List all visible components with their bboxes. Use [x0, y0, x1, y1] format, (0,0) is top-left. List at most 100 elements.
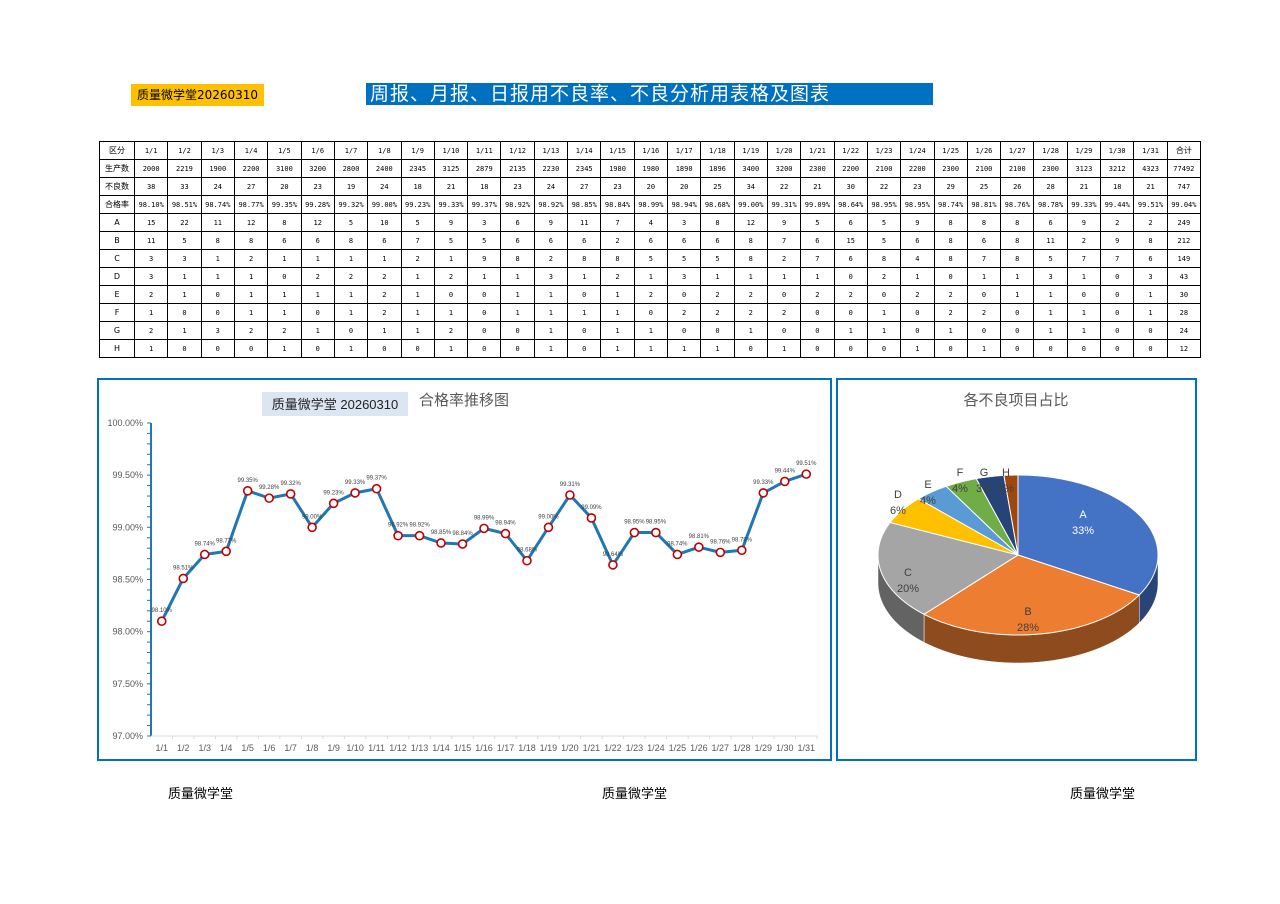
table-cell: 1 — [567, 267, 602, 286]
x-tick-label: 1/30 — [776, 743, 794, 753]
table-cell: 1 — [700, 267, 735, 286]
table-cell: 2000 — [133, 159, 169, 178]
table-cell: 98.74% — [933, 195, 968, 214]
data-point-marker — [414, 530, 425, 541]
table-cell: 0 — [233, 339, 269, 358]
table-cell: 1/20 — [766, 141, 802, 160]
table-header-row: 区分 1/1 1/2 1/3 1/4 1/5 1/6 1/7 1/8 1/9 1/10 1/11 1/1… — [99, 141, 1202, 160]
table-cell: 1 — [1033, 303, 1068, 322]
pie-label: F — [957, 467, 964, 479]
table-cell: 3100 — [267, 159, 302, 178]
table-cell: 5 — [633, 249, 669, 268]
table-cell: 5 — [866, 213, 902, 232]
table-cell: 38 — [133, 177, 169, 196]
table-cell: 6 — [800, 231, 835, 250]
table-cell: 2 — [933, 285, 968, 304]
table-cell: 1 — [167, 285, 202, 304]
table-cell: 1 — [533, 285, 569, 304]
table-cell: 6 — [267, 231, 302, 250]
table-cell: 1/31 — [1133, 141, 1168, 160]
table-cell: 747 — [1166, 177, 1202, 196]
x-tick-label: 1/6 — [263, 743, 276, 753]
x-tick-label: 1/23 — [626, 743, 644, 753]
x-tick-label: 1/29 — [755, 743, 773, 753]
table-cell: 1/3 — [200, 141, 235, 160]
x-tick-label: 1/12 — [389, 743, 407, 753]
table-cell: 0 — [900, 321, 935, 340]
table-cell: 1 — [500, 267, 535, 286]
table-cell: 1 — [1066, 321, 1102, 340]
table-cell: 1 — [267, 285, 302, 304]
table-cell: 0 — [1100, 267, 1135, 286]
pie-slice-f — [945, 478, 1019, 556]
table-cell: 1 — [533, 339, 569, 358]
table-cell: 9 — [467, 249, 502, 268]
data-label: 98.76% — [710, 539, 731, 545]
table-cell: 1 — [333, 339, 369, 358]
table-cell: 0 — [866, 339, 902, 358]
table-cell: 2300 — [933, 159, 968, 178]
table-cell: 34 — [733, 177, 768, 196]
pie-chart-panel: 各不良项目占比 A 33% B 28% C 20% D 6% E 4% F 4% G 3% H 2% — [836, 378, 1197, 761]
table-cell: 28 — [1166, 303, 1202, 322]
table-cell: 8 — [500, 249, 535, 268]
table-cell: 3 — [533, 267, 569, 286]
table-cell: 20 — [666, 177, 702, 196]
table-cell: 9 — [1066, 213, 1102, 232]
table-cell: 2400 — [367, 159, 402, 178]
table-cell: 2 — [367, 285, 402, 304]
x-tick-label: 1/19 — [540, 743, 558, 753]
table-cell: 0 — [900, 303, 935, 322]
table-cell: 2 — [800, 285, 835, 304]
table-cell: 3 — [1133, 267, 1168, 286]
table-cell: 28 — [1033, 177, 1068, 196]
table-cell: 0 — [200, 339, 235, 358]
table-cell: 1 — [766, 267, 802, 286]
table-cell: 23 — [300, 177, 335, 196]
table-cell: 7 — [400, 231, 435, 250]
table-cell: 98.77% — [233, 195, 269, 214]
data-point-marker — [350, 488, 360, 498]
table-cell: 15 — [133, 213, 169, 232]
pie-percent-label: 4% — [920, 495, 936, 507]
table-row: F 1 0 0 1 1 0 1 2 1 1 0 1 1 1 1 0 2 2 2 2 0 0 1 0 2 2 0 1 1 0 1 28 — [99, 303, 1202, 322]
x-tick-label: 1/24 — [647, 743, 665, 753]
table-cell: 1/5 — [267, 141, 302, 160]
table-cell: 1 — [333, 249, 369, 268]
table-cell: 1 — [267, 339, 302, 358]
data-label: 98.10% — [152, 608, 173, 614]
table-cell: 98.92% — [500, 195, 535, 214]
table-cell: 0 — [500, 339, 535, 358]
row-label: 区分 — [99, 141, 135, 160]
x-tick-label: 1/17 — [497, 743, 515, 753]
row-label: E — [99, 285, 135, 304]
table-cell: 6 — [300, 231, 335, 250]
table-cell: 0 — [567, 285, 602, 304]
row-label: 生产数 — [99, 159, 135, 178]
pie-percent-label: 28% — [1017, 622, 1039, 634]
table-cell: 24 — [533, 177, 569, 196]
table-cell: 0 — [1033, 339, 1068, 358]
table-cell: 1/13 — [533, 141, 569, 160]
table-cell: 0 — [1100, 303, 1135, 322]
data-point-marker — [608, 560, 618, 570]
table-cell: 2200 — [833, 159, 868, 178]
table-cell: 19 — [333, 177, 369, 196]
table-cell: 1896 — [700, 159, 735, 178]
data-point-marker — [156, 616, 167, 627]
table-cell: 3123 — [1066, 159, 1102, 178]
data-label: 98.78% — [732, 537, 753, 543]
table-cell: 2100 — [966, 159, 1002, 178]
table-row: D 3 1 1 1 0 2 2 2 1 2 1 1 3 1 2 1 3 1 1 1 1 0 2 1 0 1 1 3 1 0 3 43 — [99, 267, 1202, 286]
table-cell: 1/25 — [933, 141, 968, 160]
table-cell: 2800 — [333, 159, 369, 178]
table-cell: 2 — [400, 249, 435, 268]
table-cell: 21 — [800, 177, 835, 196]
table-cell: 5 — [400, 213, 435, 232]
table-cell: 0 — [467, 303, 502, 322]
table-cell: 9 — [766, 213, 802, 232]
table-cell: 7 — [600, 213, 635, 232]
chart-title: 各不良项目占比 — [963, 392, 1068, 409]
table-cell: 1/6 — [300, 141, 335, 160]
table-cell: 3 — [167, 249, 202, 268]
